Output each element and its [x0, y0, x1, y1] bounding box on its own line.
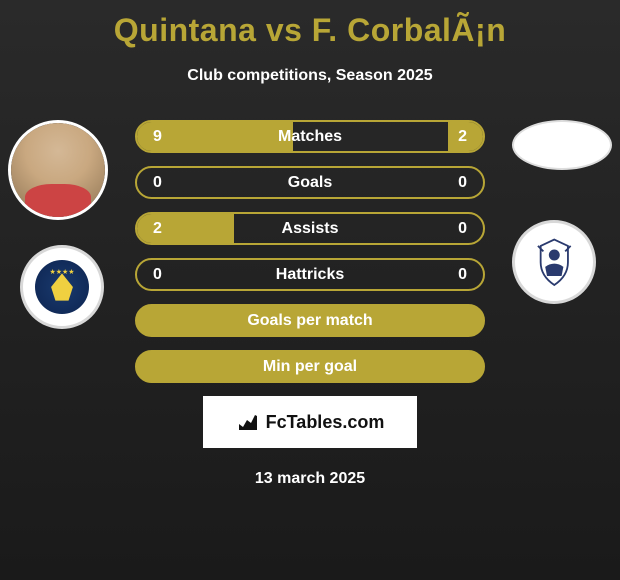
- stat-value-left: 9: [153, 128, 173, 146]
- stat-row: 0 Hattricks 0: [135, 258, 485, 291]
- source-logo: FcTables.com: [203, 396, 417, 448]
- stat-value-left: 2: [153, 220, 173, 238]
- rosario-central-badge: [20, 245, 104, 329]
- page-title: Quintana vs F. CorbalÃ¡n: [0, 0, 620, 49]
- club-badge-icon: [35, 260, 90, 315]
- stat-row: Min per goal: [135, 350, 485, 383]
- stat-row: 2 Assists 0: [135, 212, 485, 245]
- stat-label: Matches: [278, 128, 342, 146]
- gimnasia-badge: [512, 220, 596, 304]
- comparison-content: 9 Matches 2 0 Goals 0 2 Assists 0 0 Hattricks 0 Goal…: [0, 120, 620, 383]
- stat-value-left: 0: [153, 266, 173, 284]
- stats-container: 9 Matches 2 0 Goals 0 2 Assists 0 0 Hattricks 0 Goal…: [135, 120, 485, 383]
- fctables-icon: [236, 410, 260, 434]
- stat-value-right: 2: [447, 128, 467, 146]
- stat-label: Assists: [282, 220, 339, 238]
- subtitle: Club competitions, Season 2025: [0, 67, 620, 85]
- stat-value-right: 0: [447, 266, 467, 284]
- stat-label: Goals per match: [247, 312, 372, 330]
- stat-value-right: 0: [447, 174, 467, 192]
- stat-row: Goals per match: [135, 304, 485, 337]
- source-logo-text: FcTables.com: [266, 412, 385, 433]
- stat-row: 0 Goals 0: [135, 166, 485, 199]
- stat-row: 9 Matches 2: [135, 120, 485, 153]
- date-label: 13 march 2025: [0, 470, 620, 488]
- player1-column: [8, 120, 108, 329]
- stat-value-left: 0: [153, 174, 173, 192]
- stat-label: Hattricks: [276, 266, 344, 284]
- stat-bar-left: [137, 214, 234, 243]
- player2-avatar-placeholder: [512, 120, 612, 170]
- club-badge-icon: [527, 235, 582, 290]
- player1-photo: [11, 123, 105, 217]
- stat-label: Goals: [288, 174, 332, 192]
- player2-column: [512, 120, 612, 304]
- stat-value-right: 0: [447, 220, 467, 238]
- player1-avatar: [8, 120, 108, 220]
- stat-label: Min per goal: [263, 358, 357, 376]
